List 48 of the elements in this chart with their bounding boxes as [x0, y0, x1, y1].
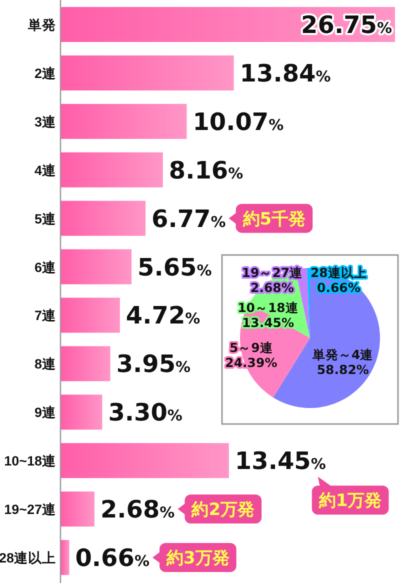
data-label: 2.68% — [100, 496, 175, 524]
data-label: 3.30% — [108, 398, 182, 427]
y-tick-label: 3連 — [34, 114, 56, 130]
y-tick-label: 19~27連 — [4, 502, 56, 518]
data-label: 10.07% — [192, 108, 284, 136]
y-tick-label: 8連 — [34, 356, 56, 372]
data-label: 6.77% — [152, 204, 226, 233]
data-label: 2.68% — [250, 280, 294, 295]
bar — [61, 443, 229, 478]
y-tick-label: 9連 — [34, 405, 56, 420]
annotation: 約1万発 — [318, 491, 382, 512]
bar — [61, 200, 146, 236]
slice-label: 10～18連 — [238, 300, 298, 315]
slice-label: 5～9連 — [229, 340, 273, 355]
data-label: 0.66% — [317, 280, 361, 295]
annotation: 約2万発 — [190, 500, 255, 520]
y-tick-label: 4連 — [34, 162, 56, 178]
y-tick-label: 2連 — [34, 66, 56, 81]
slice-label: 28連以上 — [310, 264, 367, 280]
bar — [61, 249, 132, 284]
y-tick-label: 単発 — [27, 18, 56, 32]
slice-label: 19～27連 — [242, 264, 303, 280]
data-label: 13.45% — [234, 447, 326, 476]
y-tick-label: 6連 — [34, 260, 56, 275]
bar — [61, 55, 234, 90]
data-label: 24.39% — [225, 354, 278, 370]
data-label: 13.84% — [240, 59, 331, 88]
slice-label: 単発～4連 — [312, 346, 374, 362]
data-label: 4.72% — [126, 302, 200, 330]
data-label: 5.65% — [138, 253, 212, 282]
data-label: 3.95% — [116, 350, 191, 378]
bar — [61, 394, 102, 430]
data-label: 13.45% — [242, 314, 294, 330]
bar — [61, 152, 163, 188]
data-label: 8.16% — [168, 156, 244, 184]
bar — [61, 492, 94, 527]
y-tick-label: 10~18連 — [4, 454, 56, 469]
bar — [61, 346, 110, 382]
y-tick-label: 7連 — [34, 308, 56, 324]
y-tick-label: 5連 — [34, 211, 56, 226]
data-label: 58.82% — [316, 362, 370, 377]
bar — [61, 540, 70, 575]
bar — [61, 104, 187, 139]
annotation: 約3万発 — [165, 548, 230, 568]
data-label: 26.75% — [301, 11, 392, 39]
bar — [61, 298, 120, 333]
data-label: 0.66% — [75, 544, 150, 572]
annotation: 約5千発 — [242, 209, 306, 230]
